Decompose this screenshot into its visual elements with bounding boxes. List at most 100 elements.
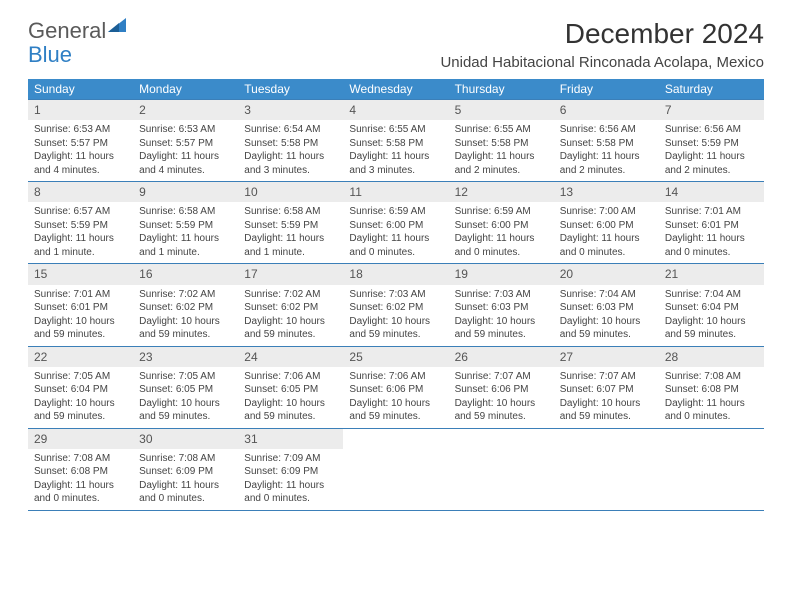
calendar-cell: 17Sunrise: 7:02 AMSunset: 6:02 PMDayligh… bbox=[238, 264, 343, 345]
calendar-cell: 27Sunrise: 7:07 AMSunset: 6:07 PMDayligh… bbox=[554, 347, 659, 428]
day-number: 15 bbox=[28, 264, 133, 284]
day-header-row: SundayMondayTuesdayWednesdayThursdayFrid… bbox=[28, 79, 764, 99]
sunset-line: Sunset: 6:06 PM bbox=[449, 383, 554, 397]
sunset-line: Sunset: 5:58 PM bbox=[238, 137, 343, 151]
sunset-line: Sunset: 6:01 PM bbox=[659, 219, 764, 233]
sunset-line: Sunset: 6:03 PM bbox=[449, 301, 554, 315]
day-number: 25 bbox=[343, 347, 448, 367]
day-header: Friday bbox=[554, 79, 659, 99]
calendar-cell: 12Sunrise: 6:59 AMSunset: 6:00 PMDayligh… bbox=[449, 182, 554, 263]
day-number: 12 bbox=[449, 182, 554, 202]
calendar-cell: 11 Sunrise: 6:59 AMSunset: 6:00 PMDayligh… bbox=[343, 182, 448, 263]
day-number: 4 bbox=[343, 100, 448, 120]
sunrise-line: Sunrise: 7:05 AM bbox=[133, 370, 238, 384]
calendar-week: 1Sunrise: 6:53 AMSunset: 5:57 PMDaylight… bbox=[28, 99, 764, 181]
sunrise-line: Sunrise: 6:53 AM bbox=[28, 123, 133, 137]
daylight-line: Daylight: 11 hours and 4 minutes. bbox=[133, 150, 238, 177]
daylight-line: Daylight: 11 hours and 2 minutes. bbox=[659, 150, 764, 177]
day-number: 23 bbox=[133, 347, 238, 367]
sunset-line: Sunset: 6:03 PM bbox=[554, 301, 659, 315]
daylight-line: Daylight: 11 hours and 0 minutes. bbox=[659, 232, 764, 259]
sunrise-line: Sunrise: 7:09 AM bbox=[238, 452, 343, 466]
calendar-cell: 28Sunrise: 7:08 AMSunset: 6:08 PMDayligh… bbox=[659, 347, 764, 428]
daylight-line: Daylight: 11 hours and 1 minute. bbox=[28, 232, 133, 259]
sunrise-line: Sunrise: 7:02 AM bbox=[238, 288, 343, 302]
day-number: 13 bbox=[554, 182, 659, 202]
calendar-cell: 10Sunrise: 6:58 AMSunset: 5:59 PMDayligh… bbox=[238, 182, 343, 263]
sunrise-line: Sunrise: 7:07 AM bbox=[449, 370, 554, 384]
sunrise-line: Sunrise: 6:53 AM bbox=[133, 123, 238, 137]
sunrise-line: Sunrise: 6:54 AM bbox=[238, 123, 343, 137]
day-number: 9 bbox=[133, 182, 238, 202]
calendar-cell: 25Sunrise: 7:06 AMSunset: 6:06 PMDayligh… bbox=[343, 347, 448, 428]
calendar-cell: . bbox=[554, 429, 659, 510]
sunrise-line: Sunrise: 7:01 AM bbox=[659, 205, 764, 219]
daylight-line: Daylight: 10 hours and 59 minutes. bbox=[28, 397, 133, 424]
calendar-cell: . bbox=[449, 429, 554, 510]
calendar-cell: 22Sunrise: 7:05 AMSunset: 6:04 PMDayligh… bbox=[28, 347, 133, 428]
daylight-line: Daylight: 10 hours and 59 minutes. bbox=[28, 315, 133, 342]
sunset-line: Sunset: 6:02 PM bbox=[238, 301, 343, 315]
calendar-body: 1Sunrise: 6:53 AMSunset: 5:57 PMDaylight… bbox=[28, 99, 764, 511]
sunrise-line: Sunrise: 7:08 AM bbox=[133, 452, 238, 466]
sunrise-line: Sunrise: 7:08 AM bbox=[28, 452, 133, 466]
sunset-line: Sunset: 6:00 PM bbox=[343, 219, 448, 233]
daylight-line: Daylight: 11 hours and 2 minutes. bbox=[449, 150, 554, 177]
calendar-week: 8Sunrise: 6:57 AMSunset: 5:59 PMDaylight… bbox=[28, 181, 764, 263]
sunset-line: Sunset: 5:58 PM bbox=[554, 137, 659, 151]
daylight-line: Daylight: 11 hours and 0 minutes. bbox=[659, 397, 764, 424]
sunset-line: Sunset: 6:04 PM bbox=[28, 383, 133, 397]
day-number: 24 bbox=[238, 347, 343, 367]
daylight-line: Daylight: 11 hours and 0 minutes. bbox=[554, 232, 659, 259]
day-number: 8 bbox=[28, 182, 133, 202]
daylight-line: Daylight: 11 hours and 0 minutes. bbox=[343, 232, 448, 259]
daylight-line: Daylight: 10 hours and 59 minutes. bbox=[238, 397, 343, 424]
sunset-line: Sunset: 5:59 PM bbox=[133, 219, 238, 233]
sunrise-line: Sunrise: 7:03 AM bbox=[343, 288, 448, 302]
logo: General bbox=[28, 18, 126, 44]
sunset-line: Sunset: 6:02 PM bbox=[133, 301, 238, 315]
calendar-cell: 2Sunrise: 6:53 AMSunset: 5:57 PMDaylight… bbox=[133, 100, 238, 181]
sunrise-line: Sunrise: 6:59 AM bbox=[343, 205, 448, 219]
daylight-line: Daylight: 11 hours and 0 minutes. bbox=[133, 479, 238, 506]
sunrise-line: Sunrise: 6:58 AM bbox=[238, 205, 343, 219]
day-number: 10 bbox=[238, 182, 343, 202]
sunset-line: Sunset: 6:04 PM bbox=[659, 301, 764, 315]
day-header: Sunday bbox=[28, 79, 133, 99]
calendar-cell: 23Sunrise: 7:05 AMSunset: 6:05 PMDayligh… bbox=[133, 347, 238, 428]
calendar-cell: 6Sunrise: 6:56 AMSunset: 5:58 PMDaylight… bbox=[554, 100, 659, 181]
calendar-cell: 7Sunrise: 6:56 AMSunset: 5:59 PMDaylight… bbox=[659, 100, 764, 181]
calendar-cell: 16Sunrise: 7:02 AMSunset: 6:02 PMDayligh… bbox=[133, 264, 238, 345]
day-number: 20 bbox=[554, 264, 659, 284]
daylight-line: Daylight: 10 hours and 59 minutes. bbox=[659, 315, 764, 342]
daylight-line: Daylight: 10 hours and 59 minutes. bbox=[343, 397, 448, 424]
sunset-line: Sunset: 5:59 PM bbox=[238, 219, 343, 233]
calendar-week: 29Sunrise: 7:08 AMSunset: 6:08 PMDayligh… bbox=[28, 428, 764, 511]
calendar-cell: 18Sunrise: 7:03 AMSunset: 6:02 PMDayligh… bbox=[343, 264, 448, 345]
day-header: Thursday bbox=[449, 79, 554, 99]
sunset-line: Sunset: 6:02 PM bbox=[343, 301, 448, 315]
day-number: 11 bbox=[343, 182, 448, 202]
calendar-cell: 26Sunrise: 7:07 AMSunset: 6:06 PMDayligh… bbox=[449, 347, 554, 428]
location: Unidad Habitacional Rinconada Acolapa, M… bbox=[440, 54, 764, 71]
logo-word-2: Blue bbox=[28, 42, 72, 68]
calendar-cell: 30Sunrise: 7:08 AMSunset: 6:09 PMDayligh… bbox=[133, 429, 238, 510]
calendar-cell: . bbox=[659, 429, 764, 510]
day-header: Wednesday bbox=[343, 79, 448, 99]
sunset-line: Sunset: 6:09 PM bbox=[238, 465, 343, 479]
calendar-cell: 21Sunrise: 7:04 AMSunset: 6:04 PMDayligh… bbox=[659, 264, 764, 345]
sunset-line: Sunset: 5:58 PM bbox=[343, 137, 448, 151]
day-number: 31 bbox=[238, 429, 343, 449]
sunset-line: Sunset: 6:08 PM bbox=[28, 465, 133, 479]
sunset-line: Sunset: 6:09 PM bbox=[133, 465, 238, 479]
day-header: Saturday bbox=[659, 79, 764, 99]
day-number: 26 bbox=[449, 347, 554, 367]
sunrise-line: Sunrise: 6:59 AM bbox=[449, 205, 554, 219]
sunrise-line: Sunrise: 7:08 AM bbox=[659, 370, 764, 384]
logo-word-1: General bbox=[28, 18, 106, 44]
sunset-line: Sunset: 5:58 PM bbox=[449, 137, 554, 151]
calendar-cell: 19Sunrise: 7:03 AMSunset: 6:03 PMDayligh… bbox=[449, 264, 554, 345]
day-number: 21 bbox=[659, 264, 764, 284]
sunrise-line: Sunrise: 7:03 AM bbox=[449, 288, 554, 302]
daylight-line: Daylight: 10 hours and 59 minutes. bbox=[238, 315, 343, 342]
